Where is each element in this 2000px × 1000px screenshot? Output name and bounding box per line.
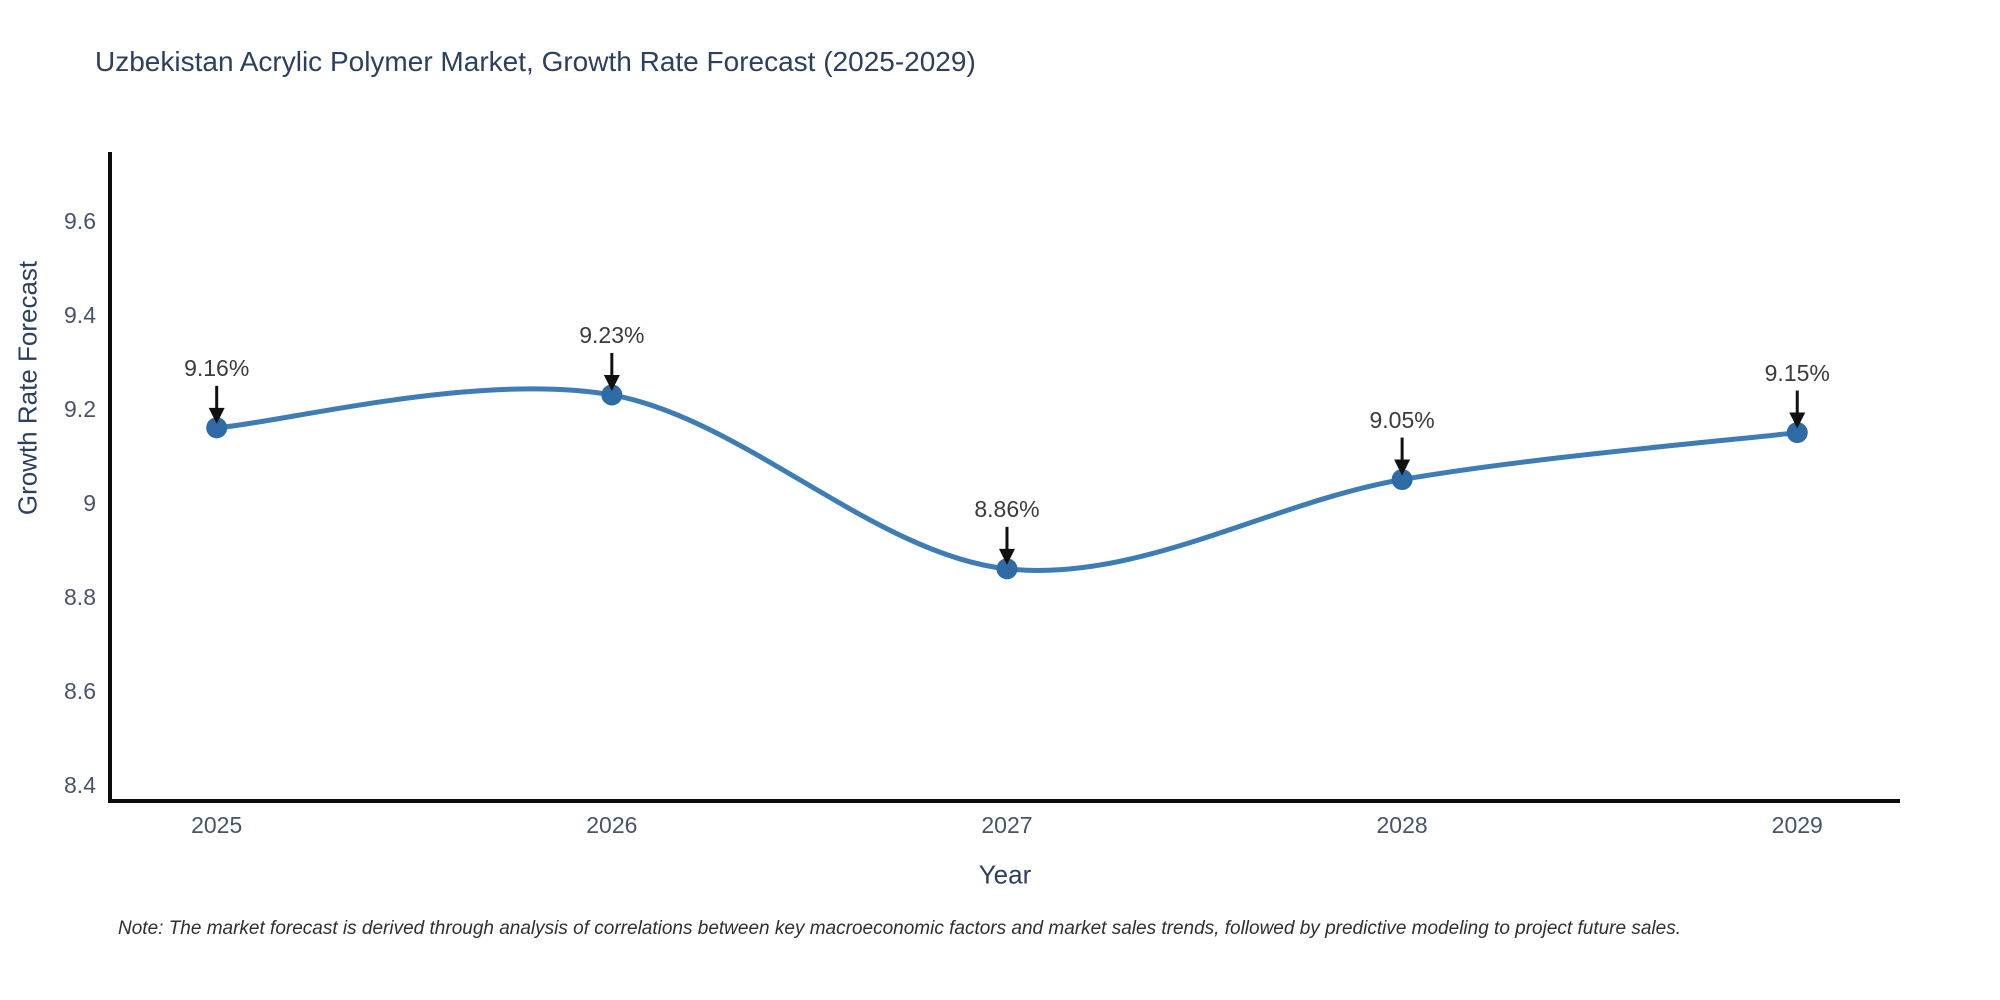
- footnote: Note: The market forecast is derived thr…: [118, 918, 1681, 939]
- annotation-arrowhead-icon: [603, 374, 620, 391]
- y-tick-label: 9: [83, 490, 96, 517]
- data-point-marker: [601, 384, 623, 406]
- annotation-arrowhead-icon: [998, 548, 1015, 565]
- point-value-label: 8.86%: [974, 495, 1040, 522]
- y-tick-label: 9.6: [64, 208, 96, 235]
- annotation-arrowhead-icon: [208, 407, 225, 424]
- y-tick-label: 8.8: [64, 584, 96, 611]
- point-value-label: 9.16%: [184, 354, 250, 381]
- y-tick-label: 9.4: [64, 302, 96, 329]
- x-tick-label: 2026: [586, 812, 638, 838]
- x-tick-label: 2028: [1376, 812, 1428, 838]
- point-value-label: 9.23%: [579, 321, 645, 348]
- data-point-marker: [1786, 422, 1808, 444]
- axis-spines: [108, 152, 1900, 803]
- point-value-label: 9.15%: [1764, 359, 1830, 386]
- point-value-label: 9.05%: [1369, 406, 1435, 433]
- data-point-marker: [996, 558, 1018, 580]
- x-axis-title: Year: [978, 859, 1032, 890]
- y-tick-label: 8.4: [64, 772, 96, 799]
- data-point-marker: [1391, 469, 1413, 491]
- y-tick-label: 8.6: [64, 678, 96, 705]
- chart-title: Uzbekistan Acrylic Polymer Market, Growt…: [95, 46, 976, 77]
- y-tick-label: 9.2: [64, 396, 96, 423]
- data-point-marker: [206, 417, 228, 439]
- annotation-arrowhead-icon: [1789, 412, 1806, 429]
- x-tick-label: 2025: [191, 812, 243, 838]
- annotation-arrowhead-icon: [1394, 459, 1411, 476]
- x-tick-label: 2027: [981, 812, 1033, 838]
- x-tick-label: 2029: [1771, 812, 1823, 838]
